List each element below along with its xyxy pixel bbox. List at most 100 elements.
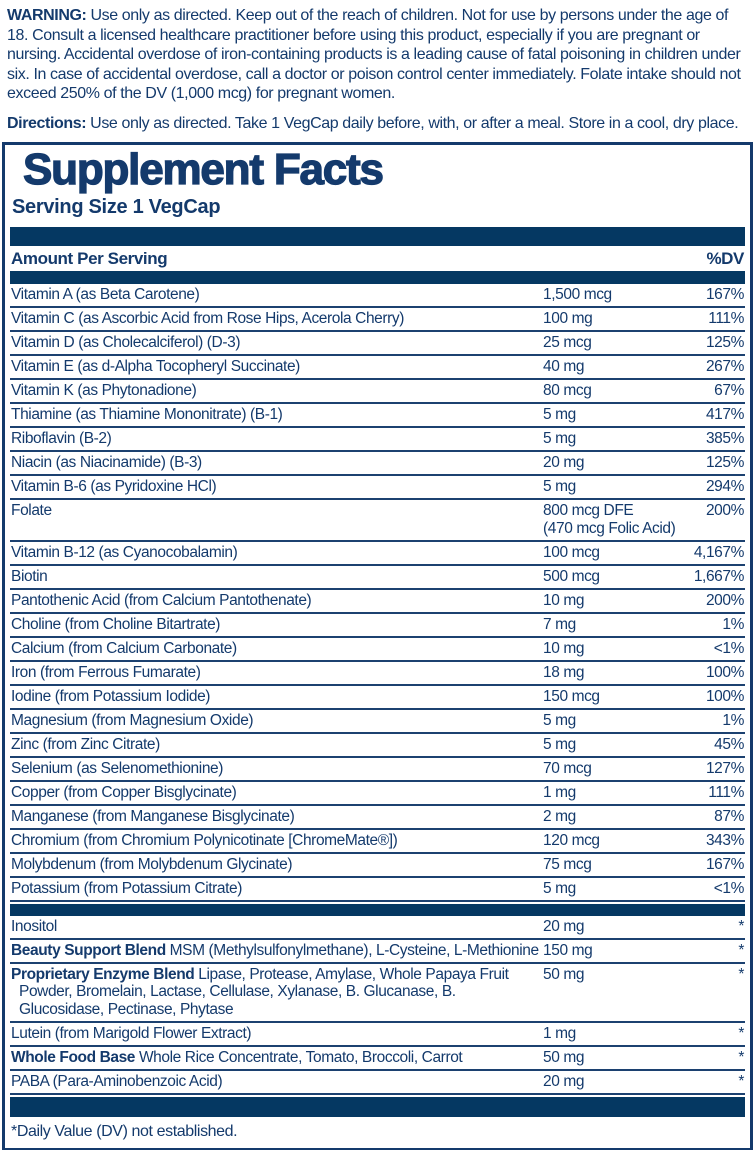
dv-cell: 45% <box>714 735 744 753</box>
nutrient-name-cell: Vitamin B-12 (as Cyanocobalamin) <box>11 543 238 561</box>
dv-cell: 417% <box>705 406 744 424</box>
panel-title: Supplement Facts <box>22 144 384 194</box>
table-row: Beauty Support Blend MSM (Methylsulfonyl… <box>10 940 745 964</box>
nutrient-name-cell: Vitamin A (as Beta Carotene) <box>11 286 200 304</box>
nutrient-name-cell: Thiamine (as Thiamine Mononitrate) (B-1) <box>11 406 283 424</box>
nutrient-name-cell: Vitamin D (as Cholecalciferol) (D-3) <box>11 334 241 352</box>
dv-cell: 100% <box>705 687 744 705</box>
table-row: Molybdenum (from Molybdenum Glycinate) 75… <box>10 854 745 878</box>
nutrient-name-cell: Iron (from Ferrous Fumarate) <box>11 663 201 681</box>
table-row: Pantothenic Acid (from Calcium Pantothen… <box>10 590 745 614</box>
supplement-facts-panel: Supplement Facts Serving Size 1 VegCap A… <box>2 141 753 1150</box>
table-row: PABA (Para-Aminobenzoic Acid) 20 mg * <box>10 1071 745 1095</box>
amount-cell: 100 mg <box>543 310 593 328</box>
amount-cell: 5 mg <box>543 735 576 753</box>
amount-cell: 100 mcg <box>543 543 600 561</box>
nutrient-name-cell: Lutein (from Marigold Flower Extract) <box>11 1024 252 1042</box>
amount-cell: 25 mcg <box>543 334 592 352</box>
amount-cell: 1 mg <box>543 1024 576 1042</box>
dv-cell: 200% <box>705 591 744 609</box>
amount-cell: 5 mg <box>543 430 576 448</box>
amount-cell: 40 mg <box>543 358 585 376</box>
table-row: Vitamin K (as Phytonadione) 80 mcg 67% <box>10 380 745 405</box>
amount-cell: 80 mcg <box>543 382 592 400</box>
directions-label: Directions: <box>7 114 87 132</box>
amount-cell: 50 mg <box>543 1048 585 1066</box>
dv-cell: * <box>738 917 744 935</box>
amount-cell: 1,500 mcg <box>543 286 612 304</box>
nutrient-name-cell: Vitamin C (as Ascorbic Acid from Rose Hi… <box>11 310 405 328</box>
table-row: Iron (from Ferrous Fumarate) 18 mg 100% <box>10 662 745 686</box>
dv-cell: * <box>738 941 744 959</box>
dv-cell: 1% <box>722 615 744 633</box>
nutrient-name-cell: Biotin <box>11 567 48 585</box>
amount-cell: 75 mcg <box>543 855 592 873</box>
dv-cell: 125% <box>705 454 744 472</box>
table-row: Lutein (from Marigold Flower Extract) 1 m… <box>10 1023 745 1047</box>
nutrient-name-cell: Copper (from Copper Bisglycinate) <box>11 783 237 801</box>
amount-cell: 50 mg <box>543 965 585 983</box>
table-row: Magnesium (from Magnesium Oxide) 5 mg 1% <box>10 710 745 734</box>
table-row: Thiamine (as Thiamine Mononitrate) (B-1)… <box>10 404 745 429</box>
dv-cell: 200% <box>705 502 744 520</box>
nutrient-name-cell: Riboflavin (B-2) <box>11 430 112 448</box>
amount-cell: 800 mcg DFE (470 mcg Folic Acid) <box>543 502 676 537</box>
dv-cell: 1% <box>722 711 744 729</box>
amount-cell: 150 mg <box>543 941 593 959</box>
directions-text: Directions: Use only as directed. Take 1 … <box>7 114 739 132</box>
dv-cell: 294% <box>705 478 744 496</box>
nutrient-name-cell: Vitamin B-6 (as Pyridoxine HCl) <box>11 478 217 496</box>
amount-cell: 5 mg <box>543 406 576 424</box>
amount-cell: 150 mcg <box>543 687 600 705</box>
dv-cell: 125% <box>705 334 744 352</box>
amount-cell: 10 mg <box>543 591 585 609</box>
dv-cell: 167% <box>705 855 744 873</box>
warning-text: WARNING: Use only as directed. Keep out o… <box>7 7 741 102</box>
nutrient-name-cell: Manganese (from Manganese Bisglycinate) <box>11 807 295 825</box>
table-header-row: Amount Per Serving %DV <box>10 246 745 271</box>
dv-cell: 111% <box>708 310 744 328</box>
dv-header: %DV <box>706 249 744 269</box>
dv-cell: <1% <box>713 639 745 657</box>
dv-cell: 267% <box>705 358 744 376</box>
amount-cell: 20 mg <box>543 454 585 472</box>
table-row: Choline (from Choline Bitartrate) 7 mg 1% <box>10 614 745 638</box>
amount-cell: 20 mg <box>543 1072 585 1090</box>
dv-footnote: *Daily Value (DV) not established. <box>11 1122 238 1140</box>
table-row: Calcium (from Calcium Carbonate) 10 mg <1% <box>10 638 745 662</box>
nutrient-name-cell: Pantothenic Acid (from Calcium Pantothen… <box>11 591 312 609</box>
table-row: Niacin (as Niacinamide) (B-3) 20 mg 125% <box>10 452 745 477</box>
amount-cell: 20 mg <box>543 917 585 935</box>
table-row: Chromium (from Chromium Polynicotinate [… <box>10 830 745 854</box>
table-row: Biotin 500 mcg 1,667% <box>10 566 745 590</box>
nutrient-table-main: Vitamin A (as Beta Carotene) 1,500 mcg 167… <box>10 284 745 902</box>
amount-cell: 5 mg <box>543 879 576 897</box>
table-row: Vitamin A (as Beta Carotene) 1,500 mcg 167… <box>10 284 745 309</box>
amount-cell: 2 mg <box>543 807 576 825</box>
amount-cell: 1 mg <box>543 783 576 801</box>
amount-cell: 18 mg <box>543 663 585 681</box>
dv-cell: 67% <box>714 382 744 400</box>
table-row: Vitamin D (as Cholecalciferol) (D-3) 25 m… <box>10 332 745 357</box>
table-row: Riboflavin (B-2) 5 mg 385% <box>10 428 745 453</box>
divider-bar-bottom <box>10 1096 745 1117</box>
table-row: Whole Food Base Whole Rice Concentrate, … <box>10 1047 745 1071</box>
table-row: Manganese (from Manganese Bisglycinate) 2… <box>10 806 745 830</box>
dv-cell: 1,667% <box>693 567 745 585</box>
table-row: Vitamin C (as Ascorbic Acid from Rose Hi… <box>10 308 745 333</box>
nutrient-name-cell: Vitamin E (as d-Alpha Tocopheryl Succina… <box>11 358 300 376</box>
table-row: Copper (from Copper Bisglycinate) 1 mg 111… <box>10 782 745 806</box>
nutrient-name-cell: Potassium (from Potassium Citrate) <box>11 879 243 897</box>
amount-per-serving-header: Amount Per Serving <box>11 249 168 269</box>
nutrient-name-cell: Folate <box>11 502 52 520</box>
table-row: Inositol 20 mg * <box>10 916 745 940</box>
dv-cell: 343% <box>705 831 744 849</box>
dv-cell: 100% <box>705 663 744 681</box>
nutrient-name-cell: Magnesium (from Magnesium Oxide) <box>11 711 254 729</box>
dv-cell: * <box>738 965 744 983</box>
nutrient-name-cell: Proprietary Enzyme Blend Lipase, Proteas… <box>11 965 509 1018</box>
dv-cell: 127% <box>705 759 744 777</box>
nutrient-name-cell: Niacin (as Niacinamide) (B-3) <box>11 454 202 472</box>
section-divider-bar <box>10 903 745 916</box>
